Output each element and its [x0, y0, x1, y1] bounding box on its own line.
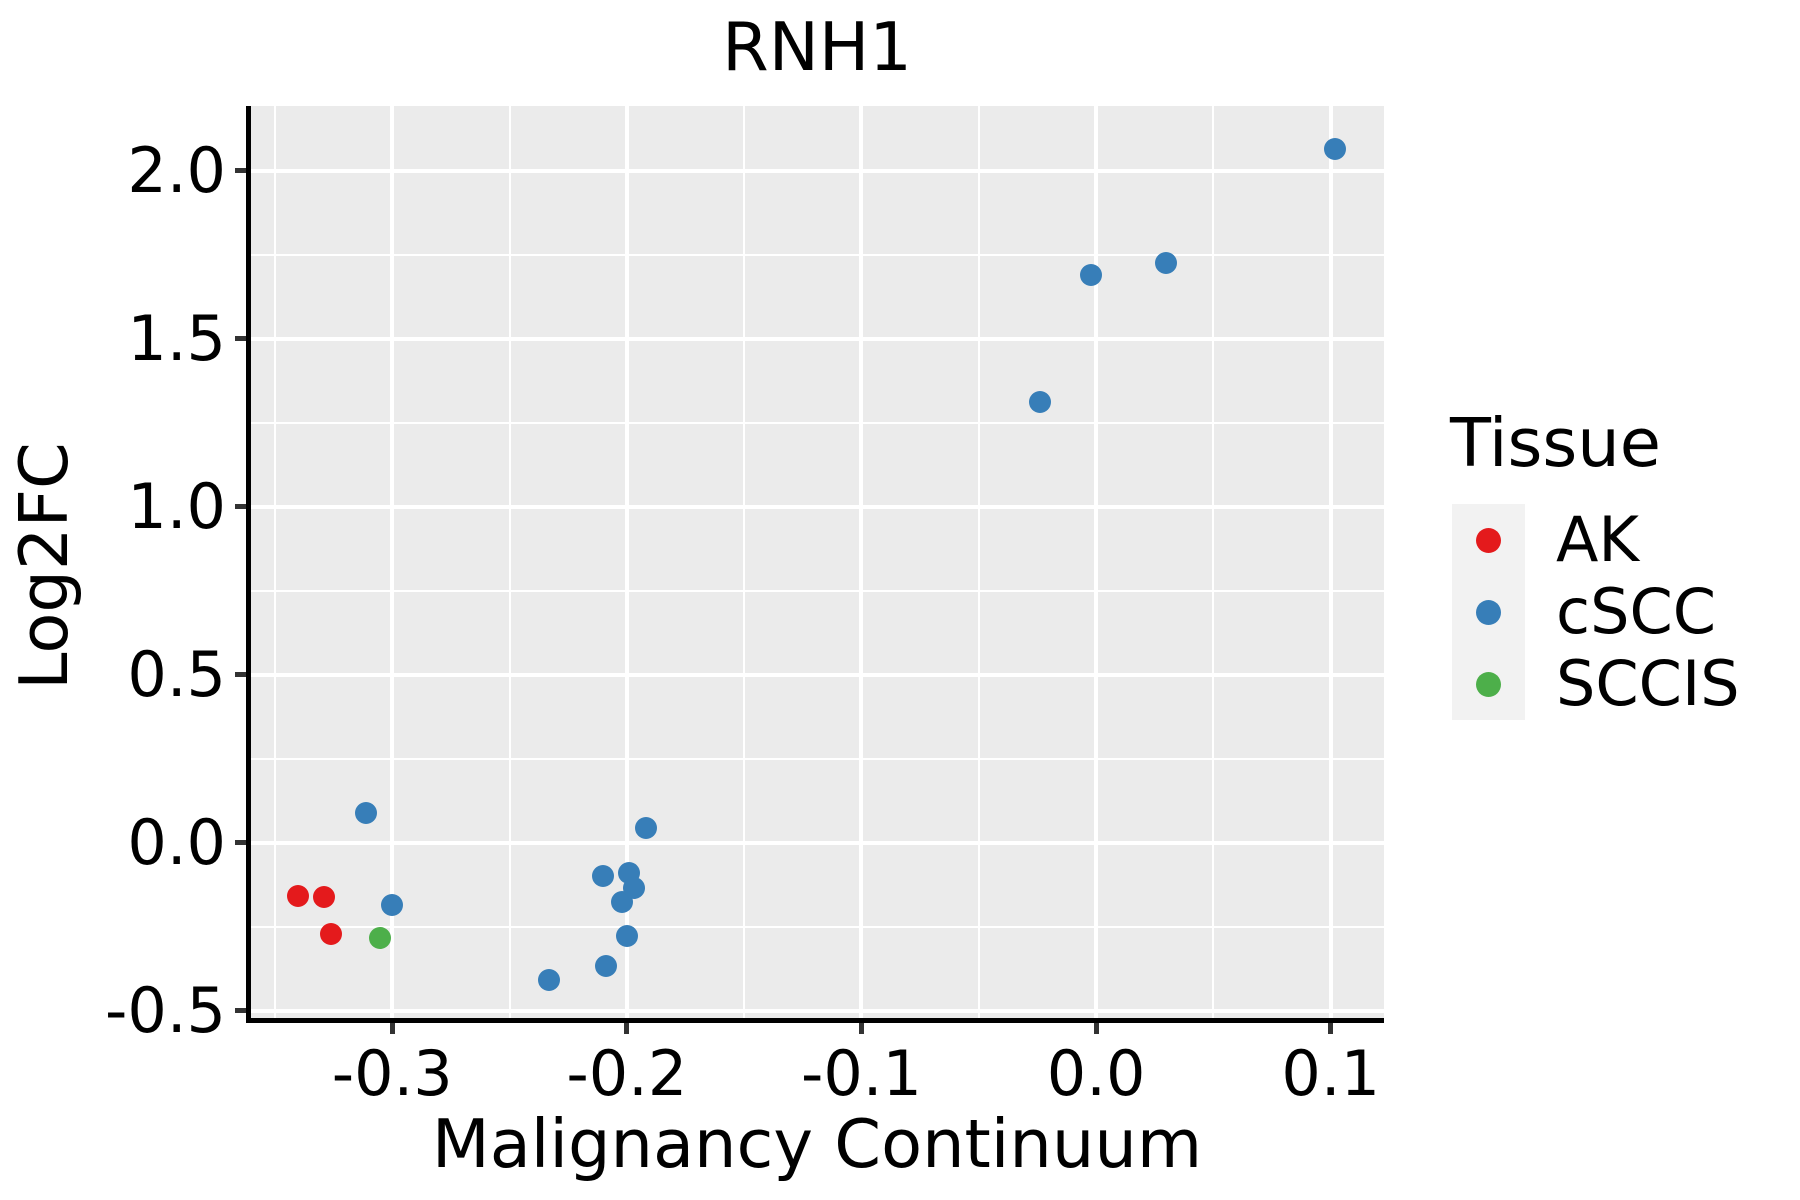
x-tick	[858, 1023, 864, 1034]
data-point-cscc	[592, 865, 615, 888]
y-tick	[235, 1008, 246, 1014]
x-major-gridline	[859, 106, 864, 1018]
data-point-cscc	[1324, 137, 1347, 160]
data-point-cscc	[622, 877, 645, 900]
y-tick-label: -0.5	[105, 973, 226, 1047]
x-minor-gridline	[508, 106, 511, 1018]
y-minor-gridline	[250, 925, 1384, 928]
y-major-gridline	[250, 840, 1384, 845]
y-minor-gridline	[250, 421, 1384, 424]
legend-key	[1452, 576, 1525, 648]
legend-label: SCCIS	[1556, 647, 1740, 720]
data-point-ak	[320, 922, 343, 945]
data-point-ak	[313, 885, 336, 908]
plot-panel	[250, 106, 1384, 1018]
plot-title: RNH1	[722, 8, 912, 86]
x-tick-label: -0.3	[331, 1037, 453, 1110]
x-tick	[1093, 1023, 1099, 1034]
x-tick-label: -0.1	[800, 1037, 922, 1110]
data-point-ak	[287, 884, 310, 907]
x-minor-gridline	[1212, 106, 1215, 1018]
legend-items: AK cSCC SCCIS	[1452, 504, 1740, 720]
x-minor-gridline	[273, 106, 276, 1018]
legend-label: AK	[1556, 503, 1640, 576]
data-point-cscc	[538, 968, 561, 991]
y-major-gridline	[250, 168, 1384, 173]
x-axis-line	[246, 1018, 1384, 1023]
data-point-cscc	[381, 893, 404, 916]
data-point-cscc	[1155, 252, 1178, 275]
x-major-gridline	[1094, 106, 1099, 1018]
data-point-cscc	[594, 954, 617, 977]
y-tick	[235, 672, 246, 678]
y-major-gridline	[250, 336, 1384, 341]
legend-dot-ak	[1476, 527, 1501, 553]
legend-title: Tissue	[1450, 404, 1661, 482]
legend-key	[1452, 504, 1525, 576]
x-tick-label: -0.2	[566, 1037, 688, 1110]
y-tick-label: 1.5	[127, 301, 226, 375]
legend-item: cSCC	[1452, 576, 1740, 648]
x-minor-gridline	[743, 106, 746, 1018]
x-tick-label: 0.1	[1281, 1037, 1381, 1110]
data-point-cscc	[1080, 263, 1103, 286]
y-tick	[235, 840, 246, 846]
x-axis-title: Malignancy Continuum	[431, 1105, 1203, 1183]
legend-item: SCCIS	[1452, 648, 1740, 720]
x-tick-label: 0.0	[1046, 1037, 1146, 1110]
data-point-cscc	[1028, 390, 1051, 413]
y-tick-label: 2.0	[127, 133, 226, 207]
x-tick	[1328, 1023, 1334, 1034]
legend-item: AK	[1452, 504, 1740, 576]
y-tick-label: 0.5	[127, 637, 226, 711]
data-point-cscc	[615, 924, 638, 947]
legend: Tissue AK cSCC SCCIS	[1450, 410, 1740, 720]
y-tick	[235, 504, 246, 510]
data-point-sccis	[369, 927, 392, 950]
y-minor-gridline	[250, 253, 1384, 256]
x-tick	[624, 1023, 630, 1034]
y-major-gridline	[250, 1008, 1384, 1013]
x-minor-gridline	[977, 106, 980, 1018]
y-major-gridline	[250, 672, 1384, 677]
y-axis-title: Log2FC	[5, 442, 84, 690]
legend-dot-cscc	[1476, 599, 1501, 625]
x-major-gridline	[390, 106, 395, 1018]
legend-label: cSCC	[1556, 575, 1717, 648]
legend-dot-sccis	[1476, 671, 1501, 697]
y-tick-label: 1.0	[127, 469, 226, 543]
y-tick	[235, 168, 246, 174]
y-axis-line	[246, 106, 251, 1023]
legend-key	[1452, 648, 1525, 720]
data-point-cscc	[634, 816, 657, 839]
y-minor-gridline	[250, 757, 1384, 760]
x-major-gridline	[1328, 106, 1333, 1018]
y-tick	[235, 336, 246, 342]
data-point-cscc	[355, 801, 378, 824]
y-major-gridline	[250, 504, 1384, 509]
x-tick	[389, 1023, 395, 1034]
x-major-gridline	[624, 106, 629, 1018]
y-tick-label: 0.0	[127, 805, 226, 879]
y-minor-gridline	[250, 589, 1384, 592]
